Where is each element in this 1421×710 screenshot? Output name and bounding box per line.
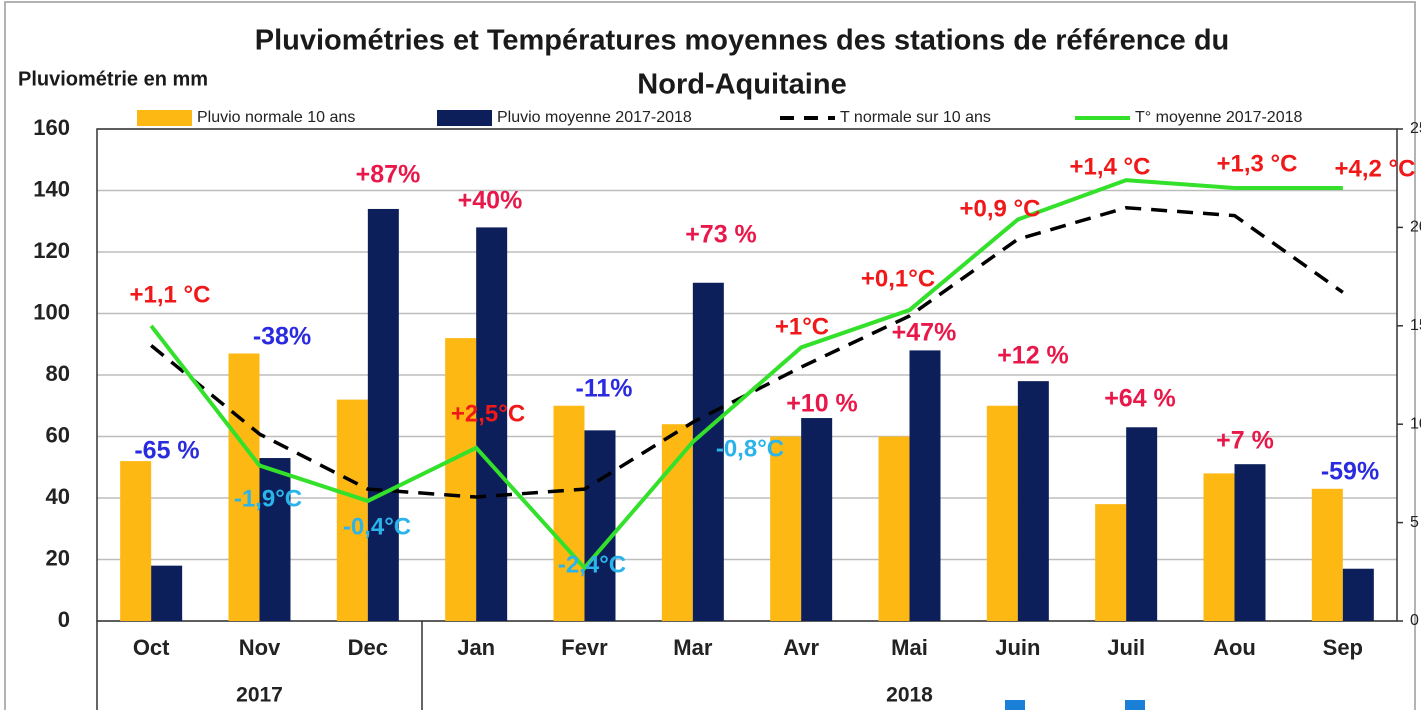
temp-annotation: +1,3 °C [1217, 150, 1298, 177]
rain-annotation: -38% [253, 323, 311, 351]
y-tick-label: 0 [58, 607, 70, 632]
y-tick-label: 40 [46, 484, 70, 509]
rain-annotation: -65 % [134, 437, 199, 465]
temp-annotation: -1,9°C [234, 485, 302, 512]
bar [878, 436, 910, 621]
temp-annotation: -2,4°C [558, 551, 626, 578]
frame [4, 1, 1416, 710]
x-tick-label: Aou [1213, 635, 1256, 660]
y2-tick-label: 20 [1410, 219, 1421, 236]
bar [445, 338, 477, 621]
bar [692, 282, 724, 621]
temp-annotation: +1,1 °C [130, 281, 211, 308]
rain-annotation: +64 % [1104, 385, 1176, 413]
bar [151, 565, 183, 621]
temp-annotation: +0,1°C [861, 265, 935, 292]
y-tick-label: 80 [46, 361, 70, 386]
bar [259, 458, 291, 621]
y-axis-title: Pluviométrie en mm [18, 68, 208, 90]
legend-swatch [437, 110, 492, 126]
legend-swatch [137, 110, 192, 126]
bar [228, 353, 260, 621]
temp-annotation: -0,8°C [716, 435, 784, 462]
temp-annotation: +2,5°C [451, 400, 525, 427]
rain-annotation: +73 % [685, 221, 757, 249]
y-tick-label: 20 [46, 545, 70, 570]
rain-annotation: +12 % [997, 342, 1069, 370]
x-tick-label: Oct [133, 635, 170, 660]
rain-annotation: -59% [1321, 458, 1379, 486]
y2-tick-label: 5 [1410, 514, 1419, 531]
decoration [1125, 700, 1145, 710]
legend-label: Pluvio moyenne 2017-2018 [497, 109, 692, 126]
temp-annotation: +4,2 °C [1335, 155, 1416, 182]
bar [584, 430, 616, 621]
bar [1342, 568, 1374, 621]
bar [986, 405, 1018, 621]
bar [909, 350, 941, 621]
bar [553, 405, 585, 621]
y2-tick-label: 15 [1410, 317, 1421, 334]
x-tick-label: Juin [995, 635, 1040, 660]
temp-annotation: -0,4°C [343, 513, 411, 540]
bar [770, 436, 802, 621]
rain-annotation: -11% [576, 375, 633, 403]
rain-annotation: +40% [458, 187, 523, 215]
x-tick-label: Sep [1323, 635, 1363, 660]
line [150, 205, 1344, 499]
legend-label: T° moyenne 2017-2018 [1135, 109, 1303, 126]
rain-annotation: +47% [892, 319, 957, 347]
x-tick-label: Mar [673, 635, 713, 660]
bar [801, 418, 833, 621]
y-tick-label: 120 [33, 238, 70, 263]
temp-annotation: +0,9 °C [960, 195, 1041, 222]
x-tick-label: Nov [239, 635, 281, 660]
x-tick-label: Mai [891, 635, 928, 660]
x-tick-label: Avr [783, 635, 819, 660]
legend-label: Pluvio normale 10 ans [197, 109, 355, 126]
group-label: 2017 [236, 684, 283, 707]
bar [336, 399, 368, 621]
bar [661, 424, 693, 621]
y2-tick-label: 0 [1410, 612, 1419, 629]
y-tick-label: 160 [33, 115, 70, 140]
decoration [1005, 700, 1025, 710]
rain-annotation: +87% [356, 161, 421, 189]
bar [476, 227, 508, 621]
temp-annotation: +1,4 °C [1070, 153, 1151, 180]
line [149, 178, 1343, 571]
y-tick-label: 140 [33, 176, 70, 201]
bar [1311, 488, 1343, 621]
bar [1203, 473, 1235, 621]
bar [1234, 464, 1266, 621]
x-tick-label: Jan [457, 635, 495, 660]
group-label: 2018 [886, 684, 933, 707]
y-tick-label: 100 [33, 299, 70, 324]
bar [1095, 504, 1127, 621]
temp-annotation: +1°C [775, 313, 829, 340]
x-tick-label: Dec [348, 635, 388, 660]
bar [1126, 427, 1158, 621]
plot-border [96, 128, 1398, 622]
bar [120, 461, 152, 621]
chart-title: Pluviométries et Températures moyennes d… [255, 25, 1230, 57]
x-tick-label: Juil [1107, 635, 1145, 660]
bar [1017, 381, 1049, 621]
legend-label: T normale sur 10 ans [840, 109, 991, 126]
y2-tick-label: 25 [1410, 120, 1421, 137]
y2-tick-label: 10 [1410, 415, 1421, 432]
rain-annotation: +7 % [1216, 427, 1274, 455]
y-tick-label: 60 [46, 422, 70, 447]
bar [367, 208, 399, 621]
rain-annotation: +10 % [786, 390, 858, 418]
x-tick-label: Fevr [561, 635, 608, 660]
chart-title: Nord-Aquitaine [637, 69, 846, 101]
